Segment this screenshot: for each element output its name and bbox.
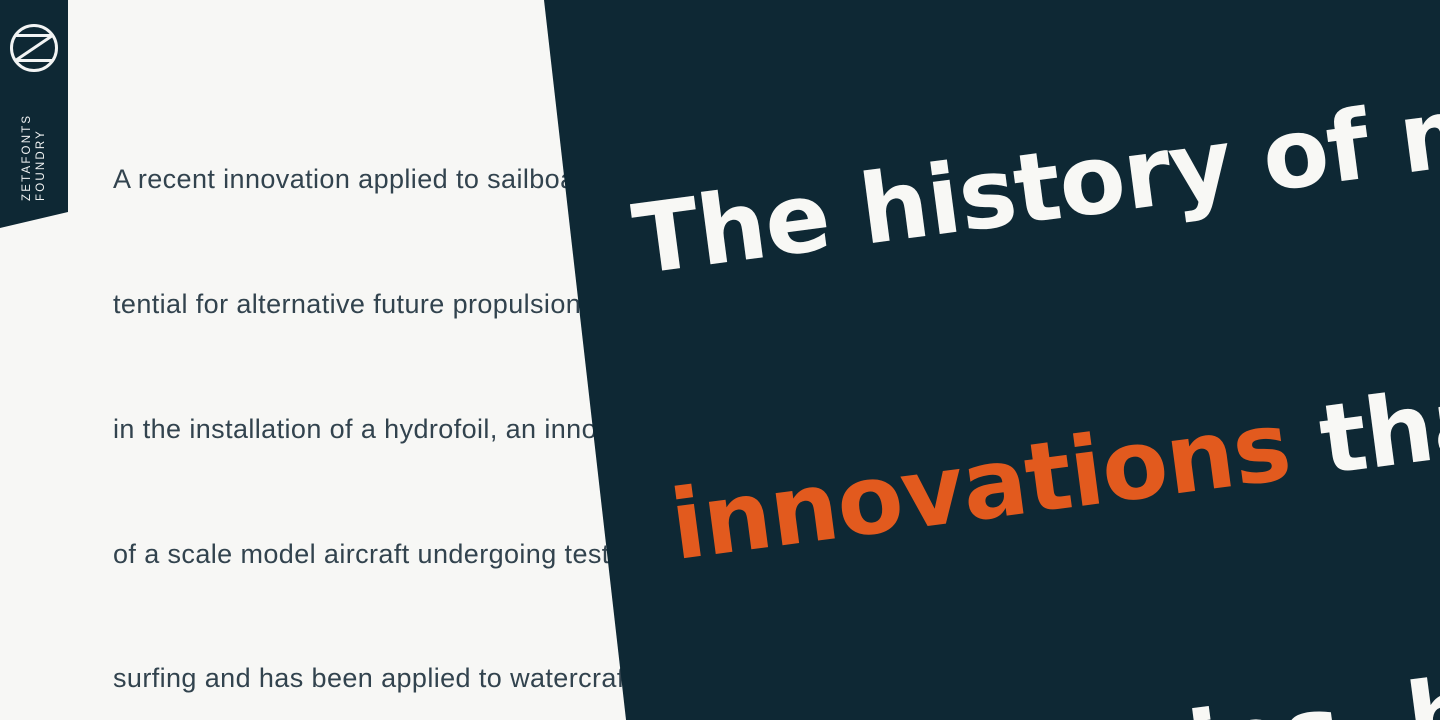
display-text-segment: The history of marine <box>626 35 1440 297</box>
zetafonts-logo-icon <box>10 24 58 72</box>
display-specimen: The history of marine innovations that o… <box>595 0 1440 720</box>
display-line: The history of marine <box>627 0 1440 296</box>
brand-label: ZETAFONTS FOUNDRY <box>21 91 49 201</box>
brand-label-line2: FOUNDRY <box>34 128 47 201</box>
brand-ribbon: ZETAFONTS FOUNDRY <box>0 0 68 228</box>
display-text-segment: that over the <box>1313 356 1440 497</box>
display-text-segment: of centuries, has steadily <box>702 581 1440 720</box>
display-line: innovations that over the <box>665 270 1440 582</box>
display-text-segment-accent: innovations <box>664 389 1296 582</box>
display-line: of centuries, has steadily <box>703 556 1440 720</box>
brand-label-line1: ZETAFONTS <box>21 113 33 201</box>
